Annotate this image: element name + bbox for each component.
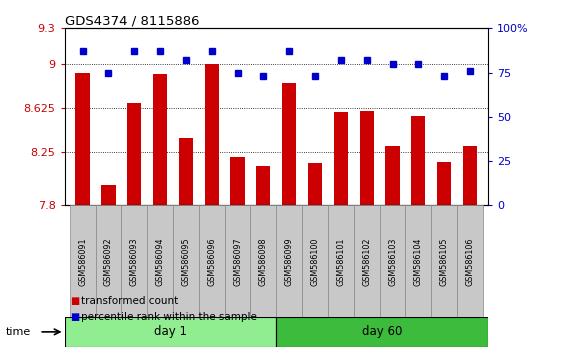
Text: GSM586100: GSM586100 xyxy=(311,238,320,286)
Bar xyxy=(406,205,431,319)
Bar xyxy=(282,82,296,205)
Bar xyxy=(437,162,451,205)
Text: GSM586092: GSM586092 xyxy=(104,238,113,286)
Bar xyxy=(224,205,250,319)
Bar xyxy=(173,205,199,319)
Text: GSM586095: GSM586095 xyxy=(181,238,190,286)
Bar xyxy=(76,73,90,205)
Text: GSM586101: GSM586101 xyxy=(337,238,346,286)
Bar xyxy=(457,205,483,319)
Text: GSM586098: GSM586098 xyxy=(259,238,268,286)
Bar xyxy=(179,138,193,205)
Text: GSM586104: GSM586104 xyxy=(414,238,423,286)
Text: percentile rank within the sample: percentile rank within the sample xyxy=(81,312,257,322)
Bar xyxy=(70,205,95,319)
Bar xyxy=(308,163,322,205)
Text: day 1: day 1 xyxy=(154,325,187,338)
Text: GSM586103: GSM586103 xyxy=(388,238,397,286)
Text: GSM586105: GSM586105 xyxy=(440,238,449,286)
Bar xyxy=(95,205,121,319)
Bar xyxy=(380,205,406,319)
Bar xyxy=(302,205,328,319)
Bar xyxy=(102,185,116,205)
Bar xyxy=(205,64,219,205)
Bar xyxy=(463,146,477,205)
Text: GSM586106: GSM586106 xyxy=(466,238,475,286)
Bar xyxy=(276,317,488,347)
Bar xyxy=(360,111,374,205)
Bar xyxy=(256,166,270,205)
Bar xyxy=(354,205,380,319)
Bar xyxy=(65,317,276,347)
Text: ■: ■ xyxy=(70,312,79,322)
Bar xyxy=(147,205,173,319)
Text: GSM586097: GSM586097 xyxy=(233,238,242,286)
Bar xyxy=(127,103,141,205)
Text: GDS4374 / 8115886: GDS4374 / 8115886 xyxy=(65,14,199,27)
Text: GSM586094: GSM586094 xyxy=(155,238,164,286)
Bar xyxy=(121,205,147,319)
Text: time: time xyxy=(6,327,31,337)
Text: ■: ■ xyxy=(70,296,79,306)
Text: GSM586093: GSM586093 xyxy=(130,238,139,286)
Text: GSM586102: GSM586102 xyxy=(362,238,371,286)
Text: GSM586099: GSM586099 xyxy=(284,238,294,286)
Bar xyxy=(231,157,245,205)
Bar xyxy=(328,205,354,319)
Bar xyxy=(431,205,457,319)
Text: transformed count: transformed count xyxy=(81,296,178,306)
Bar xyxy=(276,205,302,319)
Bar xyxy=(153,74,167,205)
Bar xyxy=(411,116,425,205)
Text: day 60: day 60 xyxy=(362,325,402,338)
Bar xyxy=(250,205,276,319)
Bar xyxy=(199,205,224,319)
Text: GSM586091: GSM586091 xyxy=(78,238,87,286)
Bar xyxy=(334,112,348,205)
Bar xyxy=(385,146,399,205)
Text: GSM586096: GSM586096 xyxy=(207,238,216,286)
